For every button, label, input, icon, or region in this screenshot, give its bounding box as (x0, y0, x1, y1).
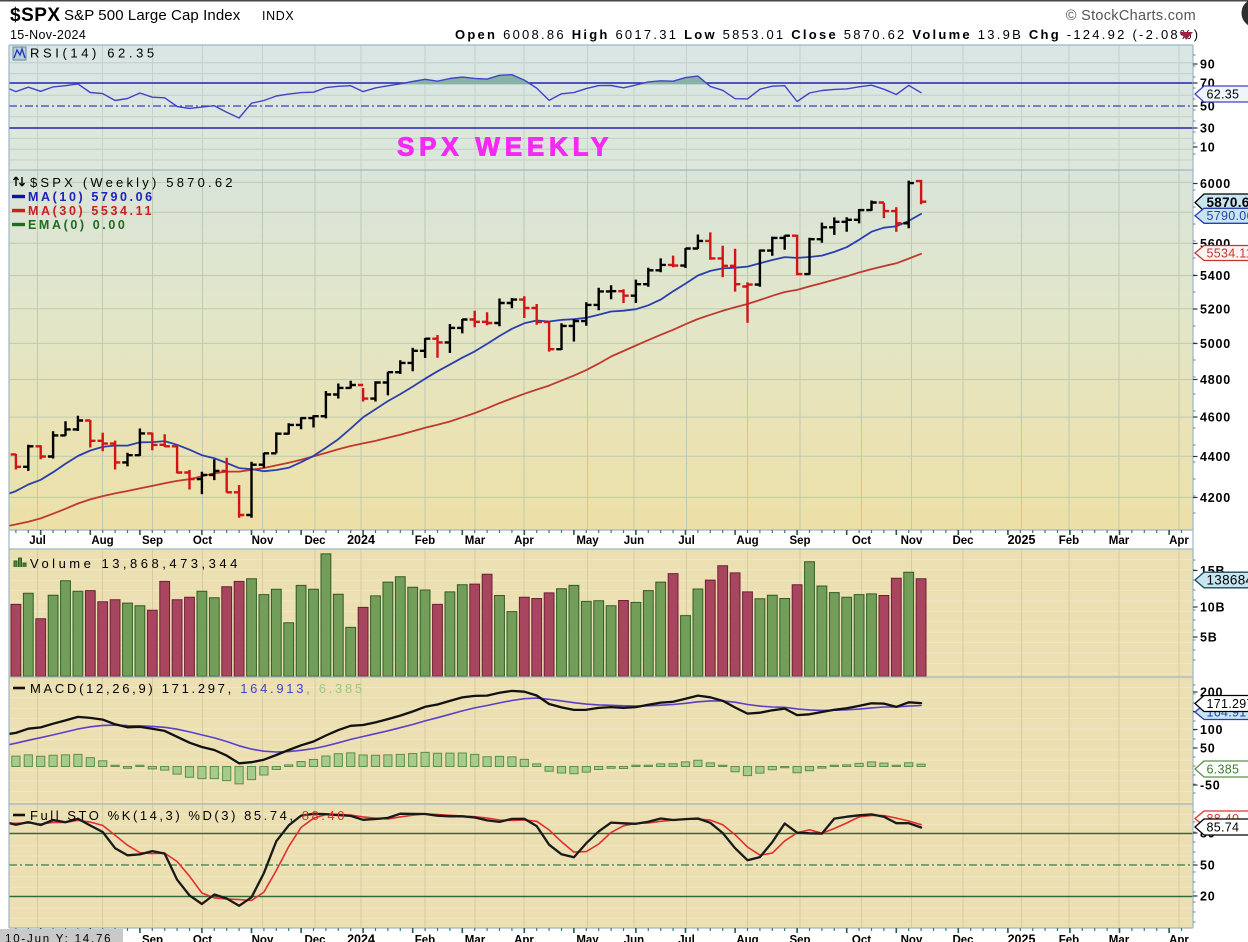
svg-text:10B: 10B (1200, 601, 1225, 615)
svg-text:Jul: Jul (678, 935, 695, 942)
svg-text:10: 10 (1200, 141, 1216, 155)
svg-text:MA(30) 5534.11: MA(30) 5534.11 (28, 204, 154, 218)
svg-text:May: May (576, 935, 599, 942)
svg-text:May: May (576, 535, 599, 547)
svg-text:2024: 2024 (347, 933, 375, 942)
svg-text:6000: 6000 (1200, 177, 1231, 191)
svg-text:30: 30 (1200, 122, 1216, 136)
svg-text:50: 50 (1200, 100, 1216, 114)
svg-text:-50: -50 (1200, 779, 1220, 793)
svg-text:Mar: Mar (465, 535, 486, 547)
svg-text:5790.06: 5790.06 (1207, 209, 1248, 223)
svg-text:20: 20 (1200, 890, 1216, 904)
svg-text:90: 90 (1200, 58, 1216, 72)
svg-text:Aug: Aug (91, 535, 113, 547)
svg-text:Apr: Apr (1169, 535, 1189, 547)
svg-text:4800: 4800 (1200, 373, 1231, 387)
svg-text:171.297: 171.297 (1207, 697, 1248, 711)
svg-text:2025: 2025 (1008, 933, 1036, 942)
svg-text:4600: 4600 (1200, 411, 1231, 425)
svg-text:10-Jun Y: 14.76: 10-Jun Y: 14.76 (5, 934, 112, 942)
svg-text:Volume 13,868,473,344: Volume 13,868,473,344 (30, 556, 241, 571)
svg-text:Sep: Sep (789, 935, 810, 942)
svg-text:2025: 2025 (1008, 533, 1036, 547)
svg-text:4200: 4200 (1200, 491, 1231, 505)
svg-text:Oct: Oct (852, 535, 871, 547)
svg-text:Nov: Nov (901, 935, 923, 942)
svg-text:4400: 4400 (1200, 450, 1231, 464)
svg-text:100: 100 (1200, 723, 1223, 737)
svg-text:Nov: Nov (252, 935, 274, 942)
svg-text:RSI(14) 62.35: RSI(14) 62.35 (30, 46, 158, 61)
svg-text:$SPX (Weekly) 5870.62: $SPX (Weekly) 5870.62 (30, 175, 236, 190)
svg-text:Dec: Dec (952, 535, 974, 547)
svg-text:15-Nov-2024: 15-Nov-2024 (10, 28, 86, 42)
svg-text:Mar: Mar (1109, 935, 1130, 942)
svg-text:Sep: Sep (142, 935, 163, 942)
svg-text:EMA(0) 0.00: EMA(0) 0.00 (28, 218, 127, 232)
svg-text:5000: 5000 (1200, 337, 1231, 351)
svg-text:Feb: Feb (1059, 935, 1079, 942)
svg-text:Sep: Sep (789, 535, 810, 547)
svg-text:6.385: 6.385 (1207, 762, 1240, 776)
svg-text:50: 50 (1200, 742, 1216, 756)
svg-text:Open 6008.86 High 6017.31 Low: Open 6008.86 High 6017.31 Low 5853.01 Cl… (455, 27, 1200, 42)
svg-text:Apr: Apr (514, 535, 534, 547)
svg-text:Jun: Jun (624, 535, 644, 547)
svg-text:MA(10) 5790.06: MA(10) 5790.06 (28, 190, 155, 204)
svg-text:MACD(12,26,9) 171.297, 164.913: MACD(12,26,9) 171.297, 164.913, 6.385 (30, 681, 365, 696)
svg-text:Nov: Nov (901, 535, 923, 547)
svg-text:62.35: 62.35 (1207, 87, 1240, 101)
svg-text:Dec: Dec (304, 535, 326, 547)
svg-text:Jun: Jun (624, 935, 644, 942)
svg-text:5534.11: 5534.11 (1207, 246, 1248, 260)
svg-text:Mar: Mar (1109, 535, 1130, 547)
svg-text:5870.62: 5870.62 (1207, 195, 1248, 210)
svg-text:Jul: Jul (678, 535, 695, 547)
svg-text:Oct: Oct (193, 535, 212, 547)
svg-text:Feb: Feb (415, 935, 435, 942)
svg-text:© StockCharts.com: © StockCharts.com (1066, 8, 1196, 24)
svg-text:5200: 5200 (1200, 303, 1231, 317)
svg-text:5400: 5400 (1200, 269, 1231, 283)
svg-text:Dec: Dec (952, 935, 974, 942)
svg-text:50: 50 (1200, 859, 1216, 873)
svg-text:Full STO %K(14,3) %D(3) 85.74,: Full STO %K(14,3) %D(3) 85.74, 88.40 (30, 808, 347, 823)
svg-text:Jul: Jul (29, 535, 46, 547)
svg-text:Feb: Feb (415, 535, 435, 547)
svg-text:Nov: Nov (252, 535, 274, 547)
svg-text:Oct: Oct (852, 935, 871, 942)
svg-text:$SPX: $SPX (10, 5, 61, 26)
svg-text:Sep: Sep (142, 535, 163, 547)
svg-text:13868473344: 13868473344 (1207, 572, 1248, 587)
svg-text:Dec: Dec (304, 935, 326, 942)
svg-text:Apr: Apr (514, 935, 534, 942)
svg-text:Aug: Aug (736, 935, 758, 942)
svg-text:S&P 500 Large Cap Index: S&P 500 Large Cap Index (64, 7, 241, 24)
svg-text:Oct: Oct (193, 935, 212, 942)
svg-text:2024: 2024 (347, 533, 375, 547)
svg-text:INDX: INDX (262, 9, 294, 23)
svg-text:5B: 5B (1200, 631, 1218, 645)
svg-text:SPX WEEKLY: SPX WEEKLY (397, 132, 613, 162)
svg-text:Aug: Aug (736, 535, 758, 547)
svg-text:Feb: Feb (1059, 535, 1079, 547)
svg-text:85.74: 85.74 (1207, 820, 1240, 834)
svg-text:Mar: Mar (465, 935, 486, 942)
svg-text:Apr: Apr (1169, 935, 1189, 942)
